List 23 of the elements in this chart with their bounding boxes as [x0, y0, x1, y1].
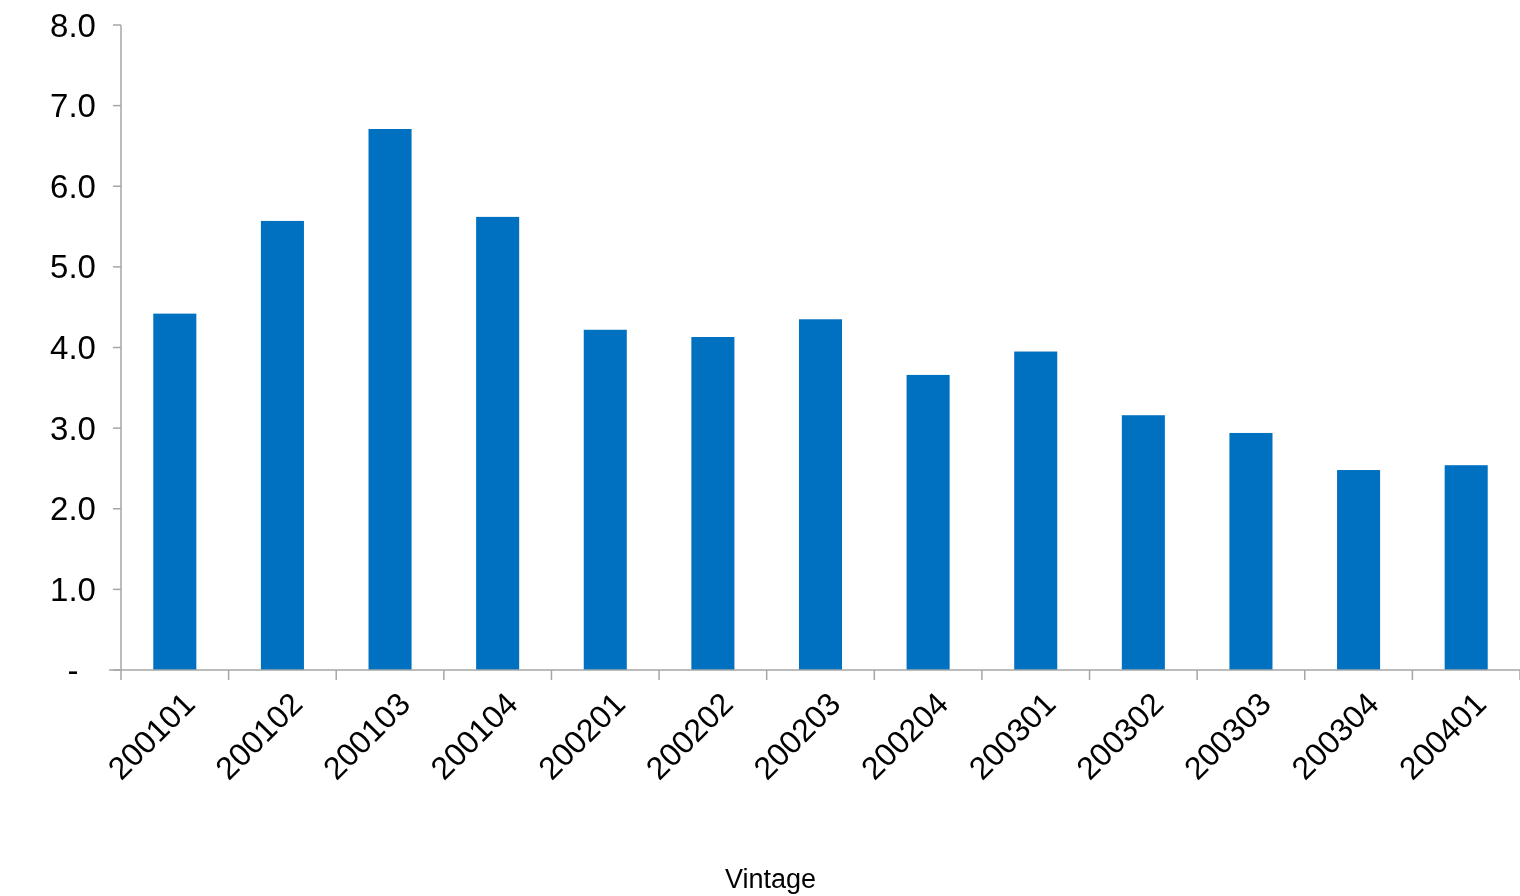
bar [583, 329, 627, 670]
x-axis-title: Vintage [724, 864, 817, 894]
y-tick-label: 5.0 [50, 248, 96, 286]
bar [1444, 465, 1488, 670]
bar [798, 319, 843, 670]
bar [153, 313, 197, 670]
bar [1014, 351, 1058, 670]
y-tick-label: 4.0 [50, 329, 96, 367]
y-tick-label: 3.0 [50, 409, 96, 447]
bar [691, 337, 735, 670]
bar [1337, 470, 1381, 670]
y-tick-label: 8.0 [50, 6, 96, 44]
y-tick-label: - [67, 651, 79, 689]
bar [1229, 432, 1273, 670]
y-tick-label: 1.0 [50, 570, 96, 608]
y-tick-label: 2.0 [50, 490, 96, 528]
y-tick-label: 6.0 [50, 167, 96, 205]
y-tick-label: 7.0 [50, 87, 96, 125]
bar [368, 129, 412, 670]
bar [1121, 415, 1165, 670]
bar [476, 216, 520, 670]
bar [906, 374, 950, 670]
bar [260, 220, 304, 670]
